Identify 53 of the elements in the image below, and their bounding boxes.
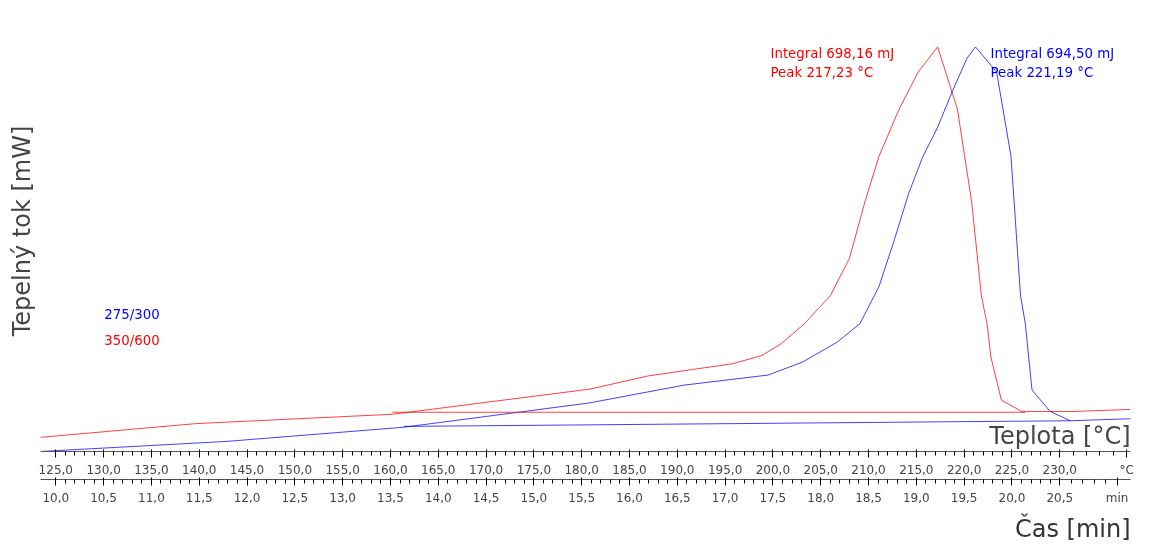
x2-tick-label: 12,5 — [281, 490, 309, 505]
x2-tick-label: 20,0 — [998, 490, 1026, 505]
x2-axis-title: Čas [min] — [1014, 512, 1131, 543]
x2-tick-label: 11,5 — [185, 490, 213, 505]
x2-tick-label: 11,0 — [138, 490, 165, 505]
x-tick-label: 125,0 — [38, 462, 73, 477]
x2-tick-label: 16,5 — [663, 490, 691, 505]
x-tick-label: 230,0 — [1042, 462, 1077, 477]
x2-tick-label: 10,5 — [90, 490, 117, 505]
x-tick-label: 175,0 — [516, 462, 552, 477]
x-tick-label: 180,0 — [564, 462, 599, 477]
y-axis-title: Tepelný tok [mW] — [7, 125, 36, 338]
x2-tick-label: 19,5 — [950, 490, 978, 505]
x-tick-label: 150,0 — [277, 462, 313, 477]
x-tick-label: 185,0 — [612, 462, 647, 477]
x2-tick-label: 14,5 — [472, 490, 500, 505]
x-tick-label: 190,0 — [660, 462, 695, 477]
x-tick-label: 130,0 — [86, 462, 121, 477]
x-tick-label: 135,0 — [134, 462, 169, 477]
x-axis-title: Teplota [°C] — [988, 421, 1131, 450]
x2-tick-label: 10,0 — [42, 490, 70, 505]
x2-tick-label: 19,0 — [902, 490, 930, 505]
x2-tick-label: 14,0 — [424, 490, 452, 505]
x2-tick-label: min — [1105, 490, 1129, 505]
x2-tick-label: 15,0 — [520, 490, 548, 505]
x2-tick-label: 13,0 — [329, 490, 356, 505]
x2-tick-label: 20,5 — [1046, 490, 1074, 505]
x-tick-label: °C — [1119, 462, 1134, 477]
x-tick-label: 215,0 — [899, 462, 934, 477]
x2-tick-label: 18,0 — [807, 490, 835, 505]
x-tick-label: 140,0 — [182, 462, 217, 477]
x-tick-label: 165,0 — [421, 462, 456, 477]
x-tick-label: 220,0 — [946, 462, 982, 477]
x-tick-label: 205,0 — [803, 462, 838, 477]
x2-tick-label: 13,5 — [377, 490, 404, 505]
x-tick-label: 210,0 — [851, 462, 886, 477]
x-tick-label: 155,0 — [325, 462, 360, 477]
x2-tick-label: 17,0 — [711, 490, 739, 505]
annotation: Integral 694,50 mJ Peak 221,19 °C — [990, 45, 1115, 80]
x-tick-label: 195,0 — [707, 462, 743, 477]
x2-tick-label: 16,0 — [616, 490, 643, 505]
annotation: Integral 698,16 mJ Peak 217,23 °C — [770, 45, 895, 80]
text: 275/300 — [104, 306, 160, 322]
x-tick-label: 170,0 — [468, 462, 504, 477]
x-tick-label: 225,0 — [994, 462, 1030, 477]
x2-tick-label: 18,5 — [855, 490, 882, 505]
x-tick-label: 145,0 — [229, 462, 265, 477]
x-tick-label: 160,0 — [373, 462, 408, 477]
x-tick-label: 200,0 — [755, 462, 791, 477]
x2-tick-label: 17,5 — [759, 490, 787, 505]
x2-tick-label: 15,5 — [568, 490, 596, 505]
x2-tick-label: 12,0 — [233, 490, 261, 505]
text: 350/600 — [104, 332, 160, 348]
